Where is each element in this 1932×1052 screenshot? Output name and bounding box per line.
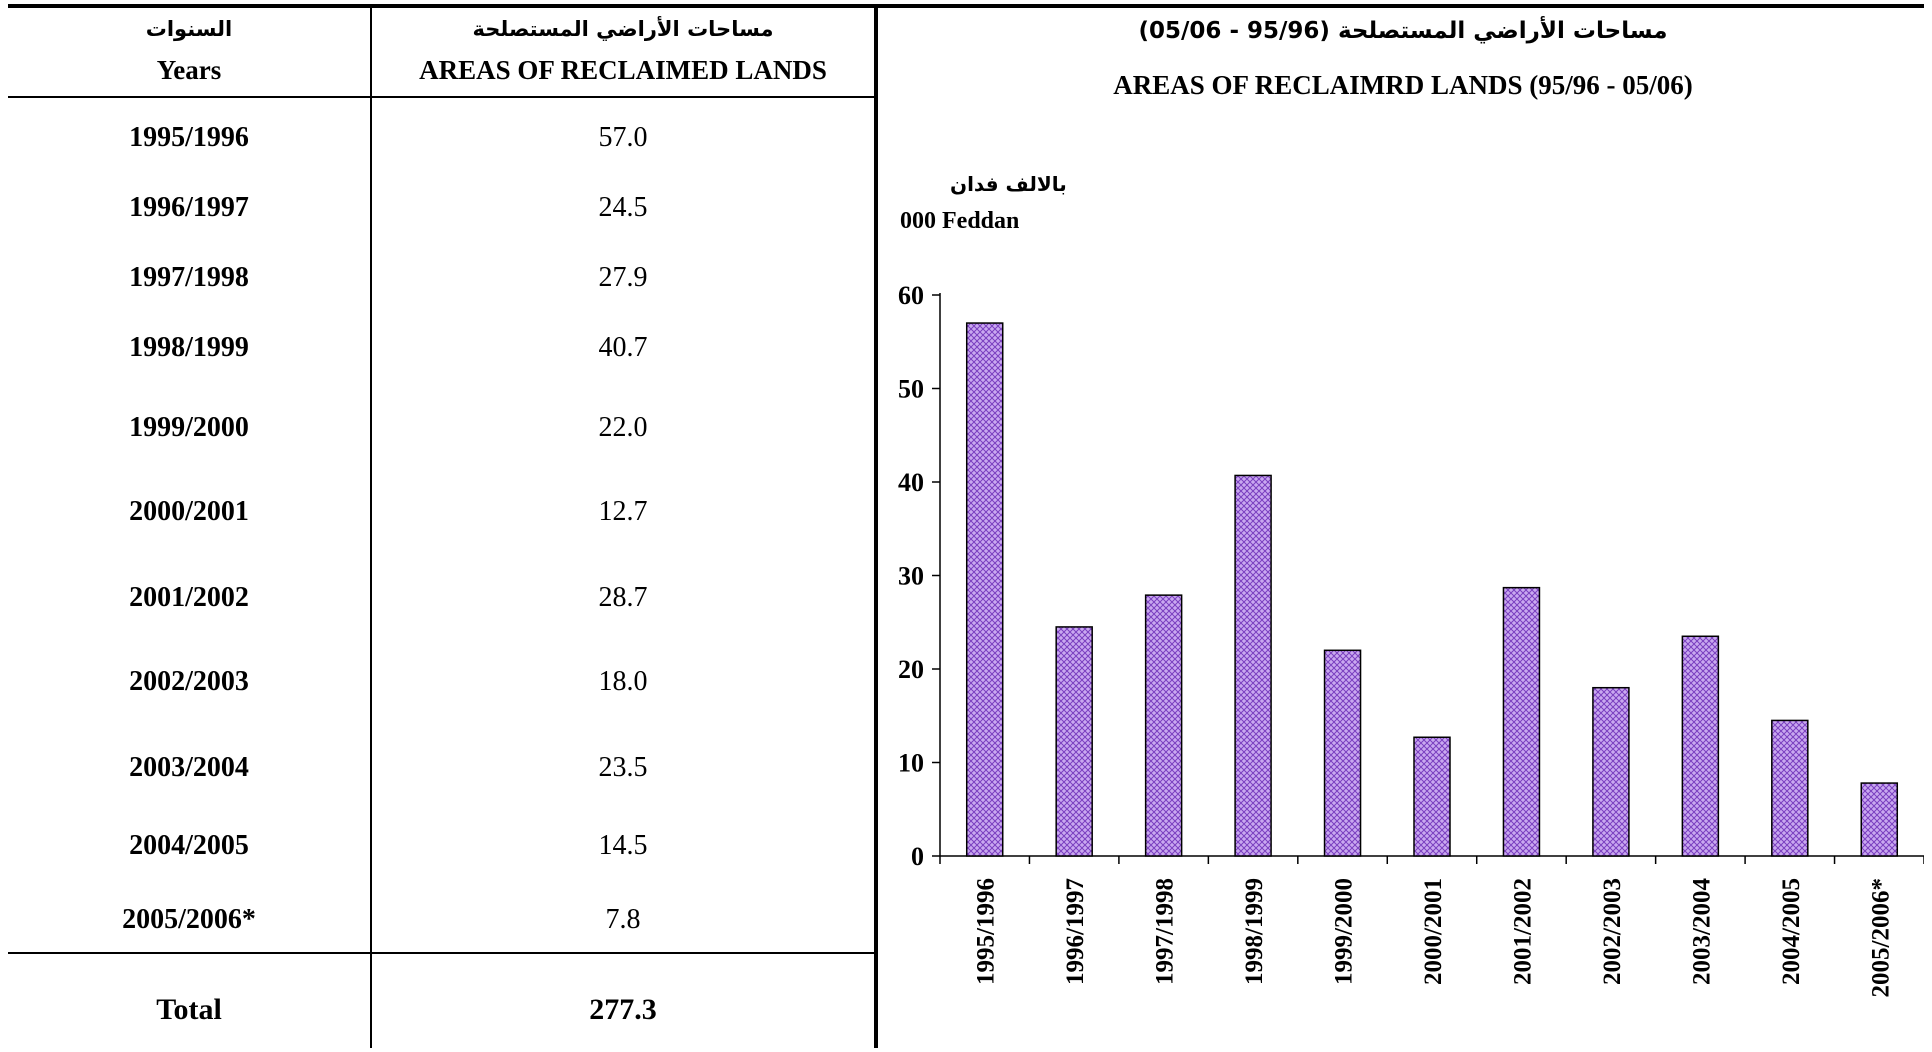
x-tick-label: 2000/2001 <box>1420 878 1447 985</box>
table-row-year: 2002/2003 <box>129 666 249 697</box>
x-tick-label: 2003/2004 <box>1688 878 1715 985</box>
table-row-value: 22.0 <box>598 412 648 443</box>
table-row-value: 57.0 <box>598 122 648 153</box>
chart-panel: مساحات الأراضي المستصلحة (95/96 - 05/06)… <box>874 8 1924 1048</box>
x-tick-label: 1999/2000 <box>1331 878 1358 985</box>
y-tick-label: 40 <box>898 468 924 497</box>
bar <box>1055 626 1093 857</box>
table-row-year: 1997/1998 <box>129 262 249 293</box>
x-tick-label: 2004/2005 <box>1778 878 1805 985</box>
y-tick-label: 10 <box>898 749 924 778</box>
x-tick-label: 1997/1998 <box>1152 878 1179 985</box>
table-row-value: 24.5 <box>598 192 648 223</box>
bar <box>1771 719 1809 857</box>
table-row-value: 14.5 <box>598 830 648 861</box>
bar <box>1681 635 1720 857</box>
y-tick-label: 60 <box>898 281 924 310</box>
table-row-year: 1999/2000 <box>129 412 249 443</box>
table-row-year: 1996/1997 <box>129 192 249 223</box>
bar <box>1413 736 1451 857</box>
bar <box>1234 474 1272 857</box>
x-tick-label: 2005/2006* <box>1867 878 1894 997</box>
bar <box>965 322 1004 857</box>
table-row-year: 2005/2006* <box>122 904 256 935</box>
chart-title-ar: مساحات الأراضي المستصلحة (95/96 - 05/06) <box>1138 18 1668 44</box>
chart-bars <box>965 322 1899 857</box>
y-tick-label: 30 <box>898 562 924 591</box>
table-row-value: 27.9 <box>598 262 648 293</box>
table-row-year: 1998/1999 <box>129 332 249 363</box>
table-row-year: 2003/2004 <box>129 752 249 783</box>
areas-header-en: AREAS OF RECLAIMED LANDS <box>419 54 827 85</box>
table-row-year: 2004/2005 <box>129 830 249 861</box>
years-header-ar: السنوات <box>145 17 233 41</box>
y-tick-label: 20 <box>898 655 924 684</box>
bar <box>1144 594 1183 857</box>
table-row-value: 28.7 <box>598 582 648 613</box>
table-total-rule <box>8 952 874 954</box>
x-tick-label: 1998/1999 <box>1241 878 1268 985</box>
table-column-divider <box>370 8 372 1048</box>
areas-header-ar: مساحات الأراضي المستصلحة <box>472 17 774 41</box>
table-row-value: 7.8 <box>605 904 641 935</box>
page-frame <box>8 4 1924 1050</box>
x-tick-label: 1996/1997 <box>1062 878 1089 985</box>
table-row-year: 2001/2002 <box>129 582 249 613</box>
table-header-rule <box>8 96 874 98</box>
bar <box>1502 586 1541 857</box>
bar <box>1323 649 1362 857</box>
total-label: Total <box>156 993 222 1026</box>
chart-title: AREAS OF RECLAIMRD LANDS (95/96 - 05/06) <box>1113 70 1693 100</box>
x-tick-label: 2002/2003 <box>1599 878 1626 985</box>
y-tick-label: 0 <box>911 842 924 871</box>
data-table: السنوات Years مساحات الأراضي المستصلحة A… <box>8 8 874 1048</box>
table-row-value: 40.7 <box>598 332 648 363</box>
table-row-value: 23.5 <box>598 752 648 783</box>
bar <box>1860 782 1899 857</box>
x-tick-labels: 1995/1996 1996/1997 1997/1998 1998/1999 1999… <box>973 878 1895 998</box>
bar <box>1592 686 1630 857</box>
y-tick-label: 50 <box>898 375 924 404</box>
y-axis-unit-ar: بالالف فدان <box>950 172 1067 196</box>
years-header-en: Years <box>156 54 222 85</box>
table-row-year: 2000/2001 <box>129 496 249 527</box>
table-row-value: 18.0 <box>598 666 648 697</box>
y-tick-labels: 0 10 20 30 40 50 60 <box>898 281 924 871</box>
table-row-year: 1995/1996 <box>129 122 249 153</box>
total-value: 277.3 <box>589 993 657 1026</box>
bar-chart: 0 10 20 30 40 50 60 1995/1996 1996/1997 1997/199… <box>898 281 1924 998</box>
table-row-value: 12.7 <box>598 496 648 527</box>
x-tick-label: 1995/1996 <box>973 878 1000 985</box>
x-tick-label: 2001/2002 <box>1509 878 1536 985</box>
y-axis-unit: 000 Feddan <box>900 208 1020 234</box>
